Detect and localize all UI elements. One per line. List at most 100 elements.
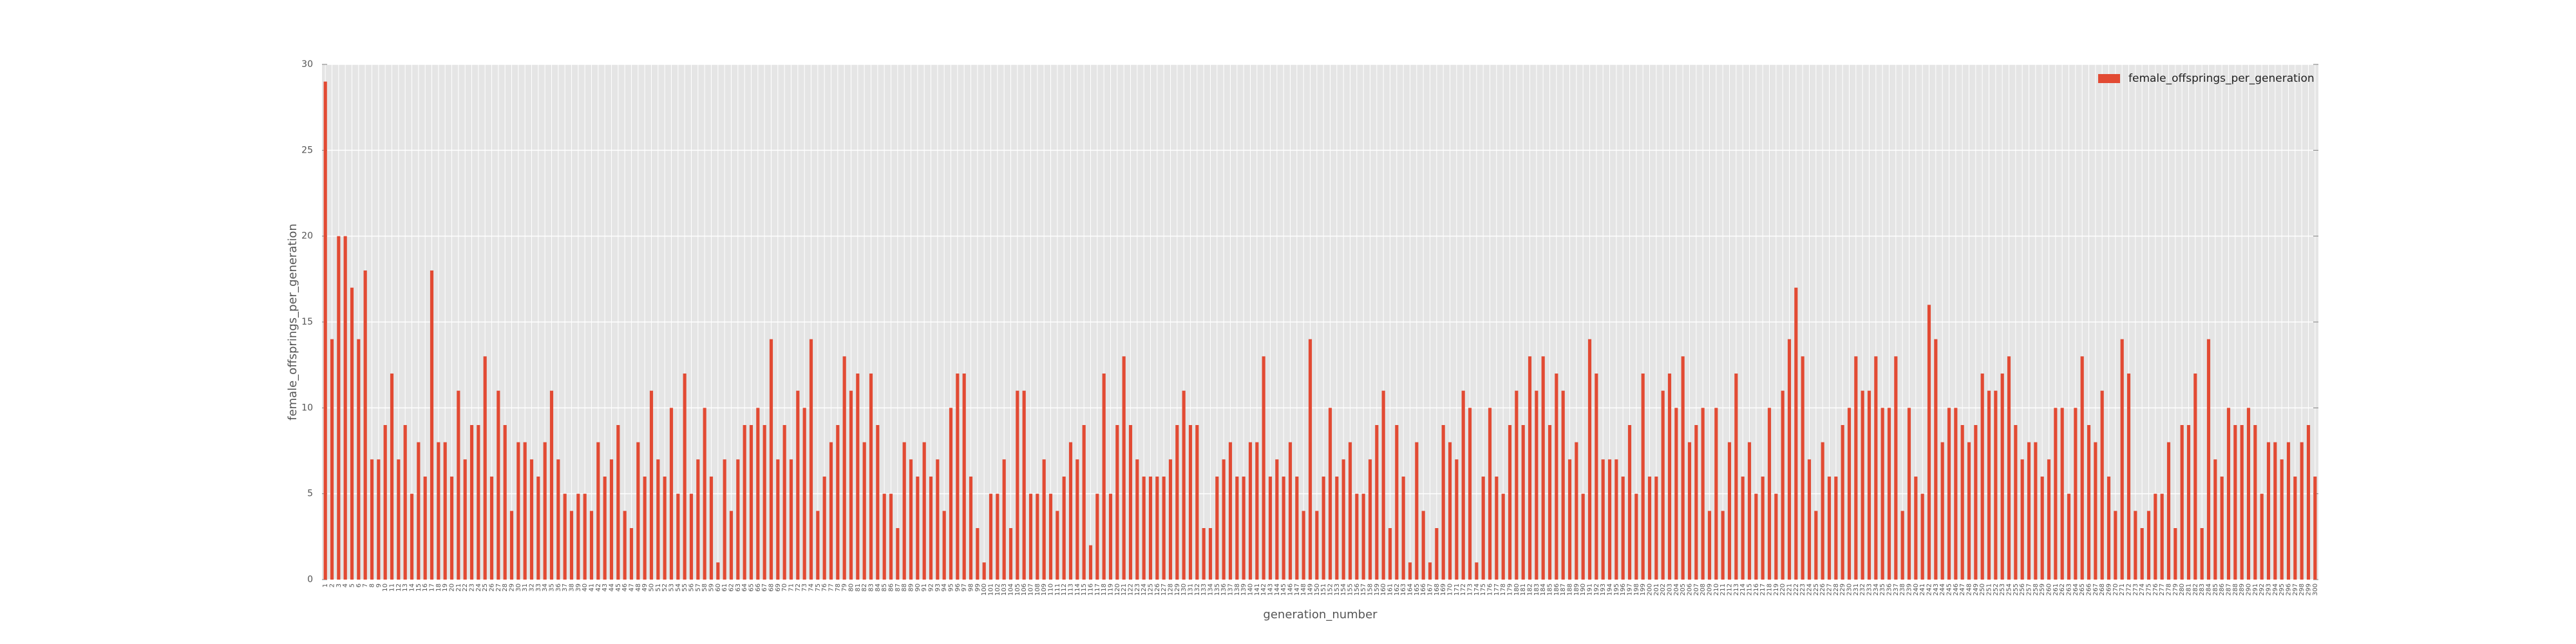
- bar: [1155, 477, 1159, 580]
- x-tick-label: 260: [2046, 583, 2053, 596]
- x-tick-label: 282: [2192, 583, 2199, 596]
- x-tick-label: 85: [881, 583, 888, 592]
- x-tick-label: 174: [1473, 583, 1481, 596]
- x-tick-label: 15: [415, 583, 422, 592]
- bar: [437, 442, 440, 580]
- bar: [2126, 374, 2131, 580]
- bar: [616, 425, 620, 580]
- bar: [623, 511, 627, 580]
- x-tick-label: 41: [589, 583, 596, 592]
- bar: [1787, 339, 1792, 580]
- bar: [2293, 477, 2297, 580]
- x-tick-label: 235: [1879, 583, 1886, 596]
- x-tick-label: 209: [1707, 583, 1714, 596]
- bar: [2020, 459, 2024, 580]
- x-tick-label: 153: [1334, 583, 1341, 596]
- bar: [457, 390, 460, 580]
- x-tick-label: 257: [2026, 583, 2033, 596]
- bar: [489, 477, 494, 580]
- x-tick-label: 24: [475, 583, 482, 592]
- x-tick-label: 55: [681, 583, 688, 592]
- bar: [1501, 493, 1505, 580]
- x-tick-label: 254: [2006, 583, 2013, 596]
- x-tick-label: 217: [1759, 583, 1766, 596]
- x-tick-label: 26: [489, 583, 496, 592]
- bar: [430, 270, 434, 580]
- bar: [2014, 425, 2018, 580]
- bar: [543, 442, 547, 580]
- bar: [2186, 425, 2191, 580]
- x-tick-label: 229: [1839, 583, 1846, 596]
- bar: [829, 442, 833, 580]
- x-tick-label: 103: [1001, 583, 1008, 596]
- x-tick-label: 280: [2179, 583, 2186, 596]
- x-tick-label: 240: [1913, 583, 1920, 596]
- bar: [1228, 442, 1233, 580]
- x-tick-label: 130: [1180, 583, 1188, 596]
- x-tick-label: 66: [755, 583, 762, 592]
- bar: [1202, 528, 1206, 580]
- bar: [563, 493, 567, 580]
- x-tick-label: 101: [988, 583, 995, 596]
- bar: [589, 511, 594, 580]
- bar: [1581, 493, 1585, 580]
- bar: [1182, 390, 1186, 580]
- x-tick-label: 14: [409, 583, 416, 592]
- bar: [1082, 425, 1086, 580]
- x-tick-label: 178: [1500, 583, 1507, 596]
- x-tick-label: 272: [2126, 583, 2133, 596]
- bar: [483, 356, 487, 580]
- x-tick-label: 79: [841, 583, 848, 592]
- bar: [769, 339, 773, 580]
- bar: [929, 477, 933, 580]
- bar: [1681, 356, 1685, 580]
- bar: [1195, 425, 1199, 580]
- x-tick-label: 146: [1287, 583, 1294, 596]
- bar: [1495, 477, 1499, 580]
- bar: [569, 511, 574, 580]
- x-tick-label: 228: [1833, 583, 1840, 596]
- x-tick-label: 186: [1553, 583, 1560, 596]
- x-tick-label: 253: [1999, 583, 2006, 596]
- x-tick-label: 77: [828, 583, 835, 592]
- x-tick-label: 250: [1979, 583, 1986, 596]
- x-tick-label: 98: [968, 583, 975, 592]
- bar: [1854, 356, 1858, 580]
- x-tick-label: 224: [1806, 583, 1814, 596]
- bar: [1541, 356, 1545, 580]
- bar: [2047, 459, 2051, 580]
- bar: [529, 459, 534, 580]
- x-tick-label: 52: [661, 583, 668, 592]
- bar: [629, 528, 634, 580]
- bar: [1481, 477, 1485, 580]
- x-tick-label: 93: [934, 583, 942, 592]
- x-tick-label: 164: [1407, 583, 1414, 596]
- x-tick-label: 275: [2146, 583, 2153, 596]
- bar: [736, 459, 740, 580]
- bar: [1615, 459, 1618, 580]
- x-tick-label: 8: [369, 583, 376, 587]
- bar: [822, 477, 826, 580]
- x-tick-label: 67: [761, 583, 768, 592]
- bar: [1967, 442, 1971, 580]
- bar: [1654, 477, 1658, 580]
- x-tick-label: 196: [1620, 583, 1627, 596]
- bar: [1268, 477, 1273, 580]
- bar: [689, 493, 694, 580]
- x-tick-label: 170: [1447, 583, 1454, 596]
- x-tick-label: 270: [2112, 583, 2119, 596]
- x-tick-label: 283: [2199, 583, 2206, 596]
- x-tick-label: 271: [2119, 583, 2126, 596]
- x-tick-label: 75: [815, 583, 822, 592]
- bar: [2253, 425, 2257, 580]
- x-tick-label: 172: [1460, 583, 1467, 596]
- bar: [836, 425, 840, 580]
- bar: [463, 459, 467, 580]
- bar: [2260, 493, 2264, 580]
- bar: [1661, 390, 1665, 580]
- x-tick-label: 1: [322, 583, 329, 587]
- bar: [1880, 408, 1884, 580]
- x-tick-label: 278: [2166, 583, 2173, 596]
- x-tick-label: 208: [1700, 583, 1707, 596]
- bar: [403, 425, 407, 580]
